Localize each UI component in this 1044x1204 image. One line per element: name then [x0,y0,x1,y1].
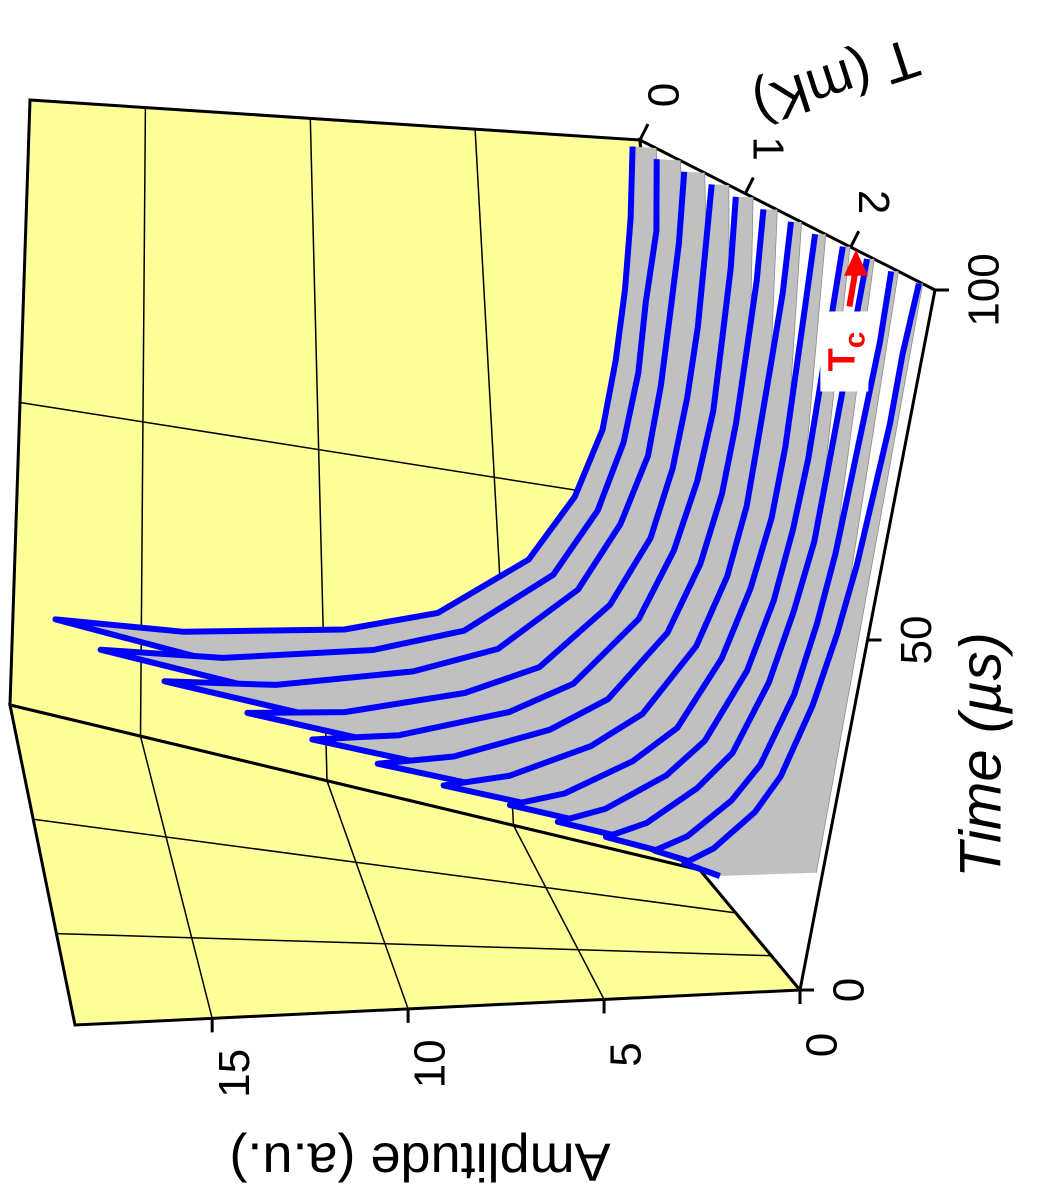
x-tick-label: 50 [892,616,941,665]
tick-mark [849,230,861,248]
z-tick-label: 1 [744,136,793,160]
annotation-box [820,311,869,392]
trace-area [377,209,777,812]
grid-line [29,99,641,141]
trace-area [312,196,753,801]
x-axis-title: Time (µs) [948,632,1013,878]
annotation-label: Tc [821,332,871,372]
trace-area [654,271,899,864]
trace-baseline [815,283,924,873]
annotation-text: T [821,348,863,371]
z-axis-title: T (mK) [746,26,927,138]
grid-line [56,932,772,957]
annotation-sub: c [838,332,871,349]
trace-line [244,184,715,749]
trace-line [506,233,819,826]
tick-mark [638,123,650,141]
trace-line [440,221,794,809]
y-tick-label: 5 [602,1042,651,1066]
grid-line [33,818,736,914]
grid-line [19,401,671,506]
z-tick-label: 0 [638,83,687,107]
trace-line [681,283,922,879]
trace-line [309,196,739,771]
trace-line [52,146,636,673]
z-tick-label: 2 [849,190,898,214]
x-tick-label: 100 [960,253,1009,326]
plot: 0 5 10 15 0 50 100 0 1 2 Tc [8,83,1009,1098]
trace-line [161,171,688,724]
grid-line [9,704,701,871]
x-tick-label: 0 [825,978,874,1002]
y-tick-label: 10 [406,1039,455,1088]
trace-line [651,270,895,867]
y-tick-label: 0 [798,1033,847,1057]
trace-area [684,283,923,877]
y-axis-title: Amplitude (a.u.) [229,1132,610,1192]
trace-line [374,209,767,791]
y-tick-label: 15 [210,1049,259,1098]
trace-line [97,159,660,698]
trace-area [247,184,730,791]
tick-mark [744,176,755,195]
annotation-arrowhead [844,249,868,276]
